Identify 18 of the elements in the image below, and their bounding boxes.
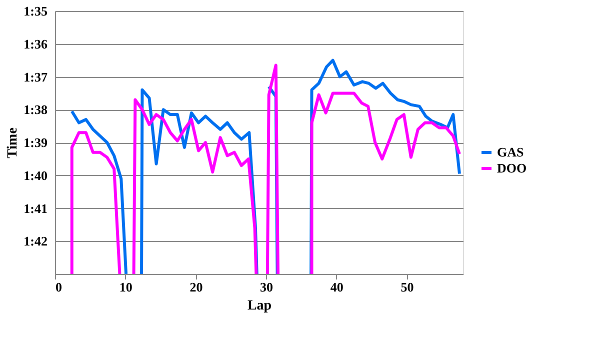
- y-axis-title: Time: [6, 128, 21, 158]
- y-tick-label: 1:36: [24, 36, 48, 52]
- x-tick-label: 20: [190, 280, 203, 294]
- y-tick-label: 1:40: [24, 168, 48, 183]
- legend-label: GAS: [497, 144, 524, 160]
- y-tick-label: 1:41: [24, 200, 48, 216]
- x-tick-label: 50: [400, 280, 414, 294]
- y-tick-label: 1:38: [24, 102, 48, 118]
- x-tick-label: 0: [56, 280, 62, 294]
- y-tick-label: 1:42: [24, 234, 48, 249]
- x-tick-label: 10: [119, 280, 132, 294]
- y-tick-label: 1:35: [24, 4, 48, 18]
- x-tick-label: 40: [330, 280, 344, 294]
- legend-label: DOO: [497, 160, 527, 176]
- x-axis-title: Lap: [247, 298, 272, 314]
- y-tick-label: 1:39: [24, 135, 48, 150]
- x-tick-label: 30: [260, 280, 274, 294]
- y-tick-label: 1:37: [24, 69, 48, 84]
